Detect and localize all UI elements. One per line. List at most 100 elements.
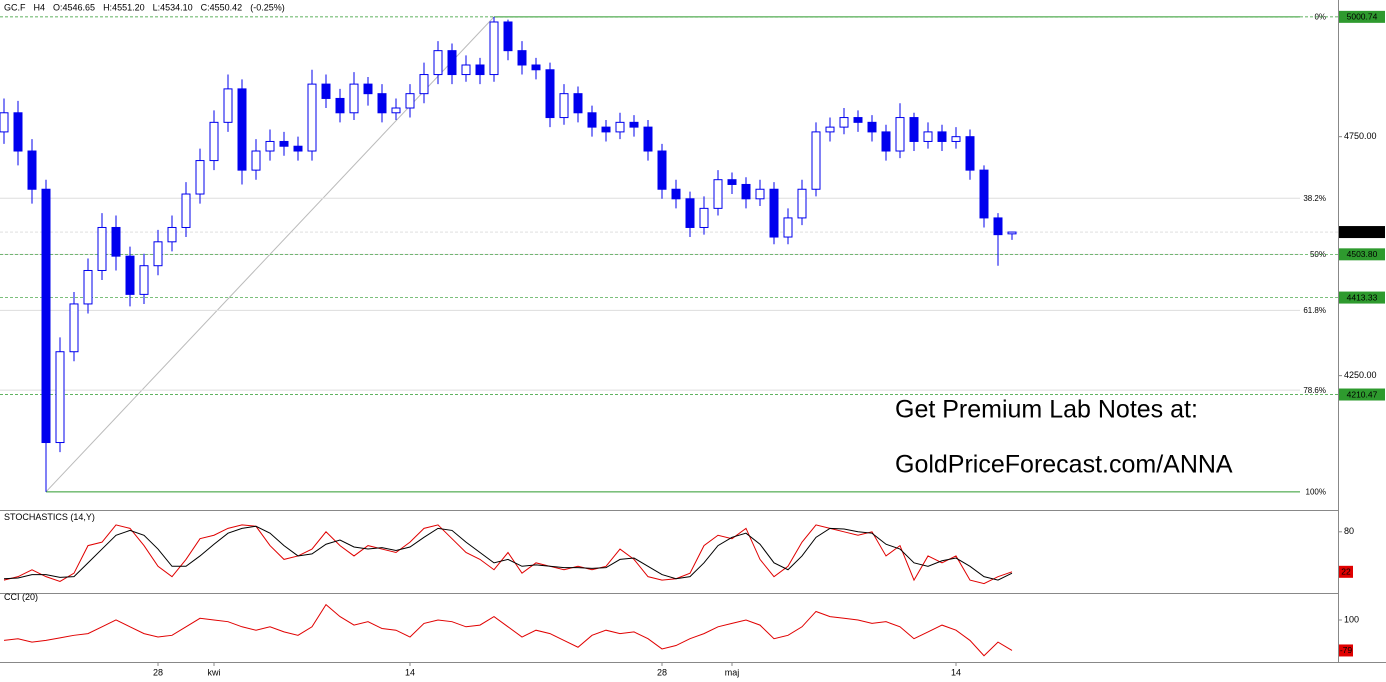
candle-body: [41, 188, 51, 444]
candle-body: [167, 226, 177, 243]
price-marker-box: [1339, 248, 1385, 261]
candle-body: [251, 150, 261, 171]
indicator-tick-label: 100: [1344, 614, 1359, 624]
candle-body: [153, 241, 163, 267]
candle-body: [937, 131, 947, 142]
price-marker-label: 4413.33: [1347, 292, 1378, 302]
last-value-box: [1339, 565, 1353, 578]
price-marker-label: 4210.47: [1347, 389, 1378, 399]
candle-body: [125, 255, 135, 295]
indicator-title: CCI (20): [4, 592, 38, 602]
price-marker-label: 4503.80: [1347, 249, 1378, 259]
candle-body: [489, 21, 499, 76]
candle-body: [769, 188, 779, 238]
symbol-info: C:4550.42: [201, 2, 243, 12]
candle-body: [391, 107, 401, 114]
last-value-box: [1339, 644, 1353, 657]
candle-body: [13, 112, 23, 152]
candle-body: [601, 126, 611, 133]
candle-body: [853, 117, 863, 123]
candle-body: [377, 93, 387, 114]
candle-body: [1007, 231, 1017, 235]
candle-body: [657, 150, 667, 190]
symbol-info: O:4546.65: [53, 2, 95, 12]
watermark-line: GoldPriceForecast.com/ANNA: [895, 451, 1233, 479]
candle-body: [419, 74, 429, 95]
indicator-tick-label: 80: [1344, 526, 1354, 536]
candle-body: [55, 351, 65, 444]
candle-body: [699, 207, 709, 228]
candle-body: [811, 131, 821, 190]
last-value-label: 22: [1341, 567, 1351, 577]
candle-body: [531, 64, 541, 71]
candle-body: [223, 88, 233, 123]
candle-body: [951, 136, 961, 142]
candle-body: [867, 121, 877, 133]
candle-body: [545, 69, 555, 119]
candle-body: [615, 121, 625, 133]
fib-level-label: 38.2%: [1303, 194, 1326, 203]
fib-level-label: 78.6%: [1303, 386, 1326, 395]
candle-body: [111, 226, 121, 257]
symbol-info: H:4551.20: [103, 2, 145, 12]
candle-body: [797, 188, 807, 219]
price-marker-box: [1339, 226, 1385, 239]
symbol-info: GC.F: [4, 2, 26, 12]
candle-body: [349, 83, 359, 114]
indicator-line: [3, 524, 1013, 585]
candle-body: [909, 117, 919, 142]
candle-body: [517, 50, 527, 66]
candle-body: [783, 217, 793, 238]
price-tick-label: 4750.00: [1344, 131, 1377, 141]
indicator-title: STOCHASTICS (14,Y): [4, 512, 95, 522]
candle-body: [629, 121, 639, 128]
candle-body: [559, 93, 569, 119]
candle-body: [447, 50, 457, 76]
indicator-line: [3, 603, 1013, 657]
time-tick-label: kwi: [208, 667, 221, 677]
candle-body: [503, 21, 513, 52]
candle-body: [83, 269, 93, 305]
candle-body: [825, 126, 835, 133]
candle-body: [335, 97, 345, 114]
fib-level-label: 61.8%: [1303, 306, 1326, 315]
time-tick-label: 28: [153, 667, 163, 677]
indicator-line: [3, 525, 1013, 581]
candle-body: [461, 64, 471, 76]
symbol-info: H4: [34, 2, 46, 12]
candle-body: [195, 160, 205, 195]
candle-body: [839, 117, 849, 128]
candle-body: [713, 179, 723, 209]
candle-body: [405, 93, 415, 109]
candle-body: [573, 93, 583, 114]
candle-body: [139, 265, 149, 295]
candle-body: [643, 126, 653, 152]
candle-body: [321, 83, 331, 99]
candle-body: [27, 150, 37, 190]
candle-body: [671, 188, 681, 200]
candle-body: [97, 226, 107, 271]
candle-body: [279, 140, 289, 147]
candle-body: [0, 112, 9, 133]
candle-body: [895, 117, 905, 152]
candle-body: [685, 198, 695, 228]
candle-body: [993, 217, 1003, 236]
last-value-label: -79: [1340, 645, 1353, 655]
time-tick-label: 14: [405, 667, 415, 677]
candle-body: [293, 145, 303, 152]
symbol-info: L:4534.10: [153, 2, 193, 12]
time-tick-label: maj: [725, 667, 740, 677]
candle-body: [181, 193, 191, 228]
price-marker-label: 4550.42: [1347, 227, 1378, 237]
candle-body: [307, 83, 317, 152]
candle-body: [209, 121, 219, 162]
symbol-info: (-0.25%): [250, 2, 285, 12]
candle-body: [587, 112, 597, 128]
candle-body: [237, 88, 247, 171]
price-tick-label: 4250.00: [1344, 370, 1377, 380]
time-tick-label: 14: [951, 667, 961, 677]
price-marker-box: [1339, 291, 1385, 304]
candle-body: [923, 131, 933, 142]
